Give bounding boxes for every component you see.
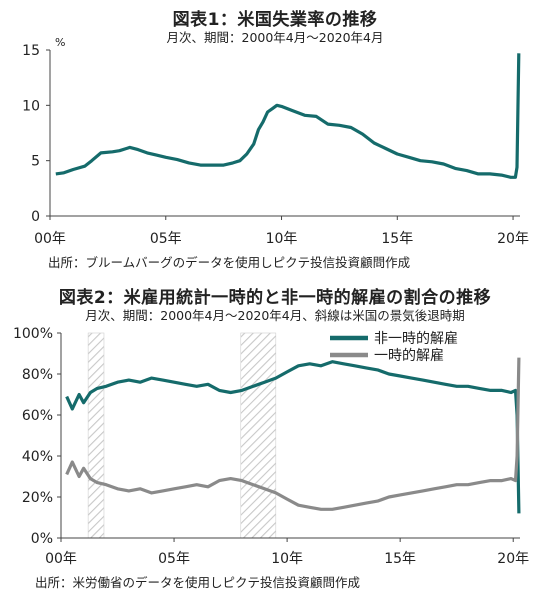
chart1-y-tick-label: 0 <box>31 209 40 225</box>
chart2-y-tick-label: 100% <box>13 326 53 342</box>
legend-temporary-label: 一時的解雇 <box>374 347 444 364</box>
legend-permanent-label: 非一時的解雇 <box>374 330 458 347</box>
chart1-x-tick-label: 10年 <box>266 231 298 247</box>
chart2-x-tick-label: 10年 <box>271 551 303 567</box>
chart1-y-tick-label: 5 <box>31 154 40 170</box>
chart2-source: 出所：米労働省のデータを使用しピクテ投信投資顧問作成 <box>35 575 361 590</box>
chart2-y-tick-label: 0% <box>31 531 53 547</box>
chart2-x-tick-label: 00年 <box>45 551 77 567</box>
chart2-y-tick-label: 20% <box>22 490 53 506</box>
permanent-layoff-line <box>65 360 521 514</box>
chart2-x-tick-label: 15年 <box>384 551 416 567</box>
chart1-subtitle: 月次、期間：2000年4月～2020年4月 <box>166 30 384 45</box>
recession-band <box>240 332 277 539</box>
temporary-layoff-line <box>65 357 521 511</box>
chart2-title: 図表2：米雇用統計一時的と非一時的解雇の割合の推移 <box>58 288 492 308</box>
chart1-x-tick-label: 05年 <box>150 231 182 247</box>
chart2-subtitle: 月次、期間：2000年4月～2020年4月、斜線は米国の景気後退時期 <box>85 308 465 323</box>
chart2-y-tick-label: 80% <box>22 367 53 383</box>
chart2-y-tick-label: 60% <box>22 408 53 424</box>
chart2-x-tick-label: 20年 <box>497 551 529 567</box>
chart1-x-tick-label: 15年 <box>381 231 413 247</box>
chart2-y-tick-label: 40% <box>22 449 53 465</box>
chart1-source: 出所：ブルームバーグのデータを使用しピクテ投信投資顧問作成 <box>48 255 411 270</box>
chart2-x-tick-label: 05年 <box>158 551 190 567</box>
chart1-y-unit: % <box>55 36 65 49</box>
recession-band <box>87 332 105 539</box>
chart1-x-tick-label: 00年 <box>34 231 66 247</box>
chart1-y-tick-label: 15 <box>22 43 40 59</box>
chart1-x-tick-label: 20年 <box>497 231 529 247</box>
chart1-y-tick-label: 10 <box>22 98 40 114</box>
chart1-title: 図表1：米国失業率の推移 <box>172 10 378 30</box>
chart1-unemployment-line <box>55 53 521 179</box>
chart1-svg: 0 5 10 15 00年 05年 10年 15年 20年% <box>22 36 529 247</box>
